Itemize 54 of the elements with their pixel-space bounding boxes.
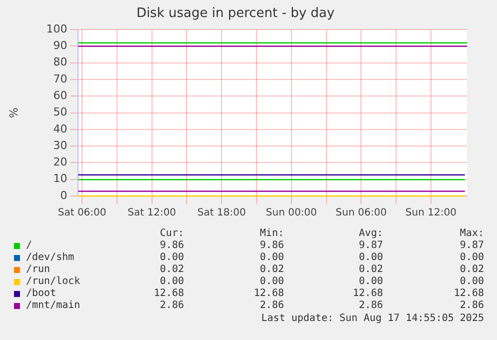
y-tick-label: 40	[53, 122, 68, 136]
text: 2.86	[260, 300, 284, 312]
text: Last update: Sun Aug 17 14:55:05 2025	[261, 313, 484, 325]
chart-title: Disk usage in percent - by day	[136, 6, 335, 22]
y-tick-label: 80	[53, 56, 68, 69]
text: 0.00	[358, 252, 383, 264]
legend-label: /run	[26, 264, 50, 276]
x-tick-label: Sat 12:00	[128, 208, 176, 219]
text: 9.86	[260, 240, 284, 252]
y-tick-label: 30	[53, 138, 68, 152]
text: 0.00	[260, 276, 284, 288]
y-tick-label: 100	[46, 22, 68, 36]
legend-label: /mnt/main	[26, 300, 80, 312]
y-tick-label: 70	[53, 72, 68, 86]
text: 0.00	[460, 276, 484, 288]
text: 0.00	[160, 276, 184, 288]
text: 12.68	[454, 288, 484, 300]
text: 12.68	[352, 288, 383, 300]
text: 0.00	[260, 252, 284, 264]
y-tick-label: 0	[60, 188, 68, 202]
text: 0.02	[358, 264, 383, 276]
text: Cur:	[160, 228, 184, 240]
text: 2.86	[460, 300, 484, 312]
text: 0.02	[460, 264, 484, 276]
legend-label: /dev/shm	[26, 252, 74, 264]
y-tick-label: 20	[53, 156, 68, 169]
y-tick-label: 90	[53, 39, 68, 52]
y-tick-label: 60	[53, 89, 68, 102]
x-tick-label: Sun 12:00	[405, 208, 456, 219]
legend-label: /	[26, 240, 32, 252]
text: 9.86	[160, 240, 184, 252]
text: 12.68	[254, 288, 284, 300]
legend-label: /run/lock	[26, 276, 80, 288]
text: 0.00	[460, 252, 484, 264]
text: 0.00	[358, 276, 383, 288]
text: Avg:	[358, 228, 383, 240]
x-tick-label: Sun 06:00	[336, 208, 387, 219]
text: 12.68	[154, 288, 184, 300]
text: Max:	[460, 228, 484, 240]
text: 2.86	[160, 300, 184, 312]
y-tick-label: 50	[53, 106, 68, 119]
text: 0.00	[160, 252, 184, 264]
text: Min:	[260, 228, 284, 240]
text: 2.86	[358, 300, 383, 312]
text: 9.87	[358, 240, 383, 252]
x-tick-label: Sat 18:00	[197, 208, 246, 219]
y-tick-label: 10	[53, 172, 68, 186]
text: 0.02	[260, 264, 284, 276]
x-tick-label: Sat 06:00	[58, 208, 106, 219]
y-axis-title: %	[7, 108, 20, 118]
text: 9.87	[460, 240, 484, 252]
legend-label: /boot	[26, 288, 56, 300]
text: 0.02	[160, 264, 184, 276]
x-tick-label: Sun 00:00	[266, 208, 317, 219]
